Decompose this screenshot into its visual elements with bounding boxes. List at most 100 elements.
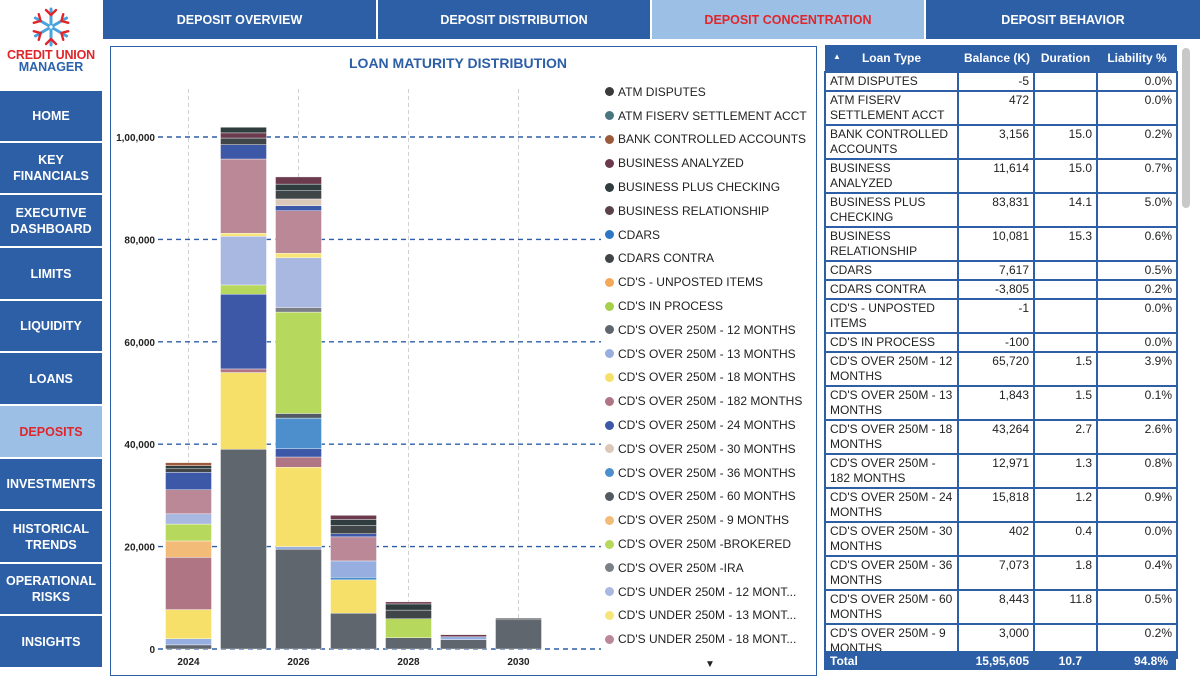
- bar-segment-2028[interactable]: [385, 618, 432, 638]
- sidebar-item-key-financials[interactable]: KEY FINANCIALS: [0, 143, 102, 193]
- bar-segment-2026[interactable]: [275, 307, 322, 313]
- header-loan-type[interactable]: ▲ Loan Type: [825, 45, 958, 72]
- bar-segment-2026[interactable]: [275, 448, 322, 458]
- bar-segment-2026[interactable]: [275, 205, 322, 211]
- bar-segment-2024[interactable]: [165, 462, 212, 466]
- bar-segment-2030[interactable]: [495, 618, 542, 621]
- bar-segment-2027[interactable]: [330, 612, 377, 650]
- sidebar-item-insights[interactable]: INSIGHTS: [0, 616, 102, 667]
- bar-segment-2026[interactable]: [275, 546, 322, 550]
- legend-item[interactable]: CD'S OVER 250M - 18 MONTHS: [605, 366, 815, 390]
- bar-segment-2027[interactable]: [330, 560, 377, 578]
- bar-segment-2025[interactable]: [220, 137, 267, 145]
- table-row[interactable]: CD'S OVER 250M - 30 MONTHS 402 0.4 0.0%: [824, 521, 1178, 557]
- header-balance[interactable]: Balance (K): [958, 45, 1034, 72]
- bar-segment-2030[interactable]: [495, 619, 542, 650]
- bar-segment-2028[interactable]: [385, 609, 432, 619]
- bar-segment-2026[interactable]: [275, 253, 322, 259]
- table-row[interactable]: CD'S OVER 250M - 60 MONTHS 8,443 11.8 0.5%: [824, 589, 1178, 625]
- bar-segment-2024[interactable]: [165, 540, 212, 558]
- bar-segment-2026[interactable]: [275, 467, 322, 547]
- table-row[interactable]: ATM DISPUTES -5 0.0%: [824, 71, 1178, 92]
- legend-item[interactable]: CD'S OVER 250M - 12 MONTHS: [605, 318, 815, 342]
- bar-segment-2024[interactable]: [165, 557, 212, 610]
- bar-segment-2025[interactable]: [220, 293, 267, 370]
- bar-segment-2028[interactable]: [385, 603, 432, 611]
- legend-item[interactable]: CD'S OVER 250M - 36 MONTHS: [605, 461, 815, 485]
- bar-segment-2025[interactable]: [220, 368, 267, 373]
- bar-segment-2025[interactable]: [220, 233, 267, 237]
- legend-item[interactable]: BUSINESS RELATIONSHIP: [605, 199, 815, 223]
- sort-ascending-icon[interactable]: ▲: [833, 52, 841, 61]
- bar-segment-2024[interactable]: [165, 644, 212, 650]
- bar-segment-2026[interactable]: [275, 413, 322, 419]
- table-row[interactable]: CD'S OVER 250M - 36 MONTHS 7,073 1.8 0.4%: [824, 555, 1178, 591]
- table-row[interactable]: CD'S - UNPOSTED ITEMS -1 0.0%: [824, 298, 1178, 334]
- legend-item[interactable]: ATM DISPUTES: [605, 80, 815, 104]
- bar-segment-2026[interactable]: [275, 311, 322, 414]
- header-liability[interactable]: Liability %: [1097, 45, 1177, 72]
- bar-segment-2024[interactable]: [165, 489, 212, 515]
- bar-segment-2028[interactable]: [385, 637, 432, 650]
- table-row[interactable]: CD'S OVER 250M - 18 MONTHS 43,264 2.7 2.6%: [824, 419, 1178, 455]
- legend-item[interactable]: CD'S OVER 250M -IRA: [605, 556, 815, 580]
- tab-deposit-concentration[interactable]: DEPOSIT CONCENTRATION: [652, 0, 924, 39]
- table-row[interactable]: BUSINESS PLUS CHECKING 83,831 14.1 5.0%: [824, 192, 1178, 228]
- table-row[interactable]: BUSINESS RELATIONSHIP 10,081 15.3 0.6%: [824, 226, 1178, 262]
- bar-segment-2025[interactable]: [220, 127, 267, 134]
- sidebar-item-investments[interactable]: INVESTMENTS: [0, 459, 102, 509]
- table-scroll-thumb[interactable]: [1182, 48, 1190, 208]
- bar-segment-2027[interactable]: [330, 533, 377, 538]
- legend-item[interactable]: BANK CONTROLLED ACCOUNTS: [605, 128, 815, 152]
- legend-item[interactable]: CD'S UNDER 250M - 13 MONT...: [605, 604, 815, 628]
- tab-deposit-behavior[interactable]: DEPOSIT BEHAVIOR: [926, 0, 1200, 39]
- bar-segment-2025[interactable]: [220, 284, 267, 295]
- legend-item[interactable]: CD'S OVER 250M - 13 MONTHS: [605, 342, 815, 366]
- legend-item[interactable]: CD'S OVER 250M - 9 MONTHS: [605, 508, 815, 532]
- sidebar-item-deposits[interactable]: DEPOSITS: [0, 406, 102, 457]
- bar-segment-2025[interactable]: [220, 236, 267, 286]
- bar-segment-2028[interactable]: [385, 601, 432, 605]
- bar-segment-2029[interactable]: [440, 634, 487, 637]
- legend-item[interactable]: BUSINESS PLUS CHECKING: [605, 175, 815, 199]
- bar-segment-2025[interactable]: [220, 449, 267, 650]
- bar-segment-2026[interactable]: [275, 198, 322, 206]
- table-scrollbar[interactable]: [1180, 45, 1192, 670]
- legend-item[interactable]: CDARS CONTRA: [605, 247, 815, 271]
- table-row[interactable]: CD'S OVER 250M - 24 MONTHS 15,818 1.2 0.9%: [824, 487, 1178, 523]
- bar-segment-2029[interactable]: [440, 636, 487, 640]
- sidebar-item-home[interactable]: HOME: [0, 91, 102, 141]
- bar-segment-2024[interactable]: [165, 468, 212, 473]
- legend-item[interactable]: CD'S OVER 250M -BROKERED: [605, 532, 815, 556]
- bar-segment-2026[interactable]: [275, 176, 322, 185]
- legend-item[interactable]: BUSINESS ANALYZED: [605, 151, 815, 175]
- table-row[interactable]: CD'S IN PROCESS -100 0.0%: [824, 332, 1178, 353]
- bar-segment-2026[interactable]: [275, 183, 322, 191]
- header-duration[interactable]: Duration: [1034, 45, 1097, 72]
- legend-item[interactable]: CD'S - UNPOSTED ITEMS: [605, 270, 815, 294]
- sidebar-item-operational-risks[interactable]: OPERATIONAL RISKS: [0, 564, 102, 614]
- sidebar-item-loans[interactable]: LOANS: [0, 353, 102, 404]
- sidebar-item-executive-dashboard[interactable]: EXECUTIVE DASHBOARD: [0, 195, 102, 246]
- bar-segment-2025[interactable]: [220, 132, 267, 139]
- sidebar-item-liquidity[interactable]: LIQUIDITY: [0, 301, 102, 351]
- table-row[interactable]: BUSINESS ANALYZED 11,614 15.0 0.7%: [824, 158, 1178, 194]
- tab-deposit-overview[interactable]: DEPOSIT OVERVIEW: [103, 0, 376, 39]
- table-row[interactable]: ATM FISERV SETTLEMENT ACCT 472 0.0%: [824, 90, 1178, 126]
- bar-segment-2026[interactable]: [275, 257, 322, 308]
- table-row[interactable]: BANK CONTROLLED ACCOUNTS 3,156 15.0 0.2%: [824, 124, 1178, 160]
- bar-segment-2024[interactable]: [165, 523, 212, 542]
- bar-segment-2026[interactable]: [275, 548, 322, 650]
- legend-item[interactable]: CD'S UNDER 250M - 12 MONT...: [605, 580, 815, 604]
- legend-item[interactable]: CD'S OVER 250M - 30 MONTHS: [605, 437, 815, 461]
- legend-item[interactable]: CD'S IN PROCESS: [605, 294, 815, 318]
- legend-item[interactable]: CD'S OVER 250M - 24 MONTHS: [605, 413, 815, 437]
- table-row[interactable]: CDARS 7,617 0.5%: [824, 260, 1178, 281]
- bar-segment-2024[interactable]: [165, 465, 212, 469]
- legend-item[interactable]: CD'S UNDER 250M - 18 MONT...: [605, 627, 815, 651]
- bar-segment-2025[interactable]: [220, 372, 267, 450]
- table-row[interactable]: CDARS CONTRA -3,805 0.2%: [824, 279, 1178, 300]
- bar-segment-2029[interactable]: [440, 639, 487, 650]
- legend-item[interactable]: CD'S OVER 250M - 60 MONTHS: [605, 485, 815, 509]
- bar-segment-2024[interactable]: [165, 472, 212, 490]
